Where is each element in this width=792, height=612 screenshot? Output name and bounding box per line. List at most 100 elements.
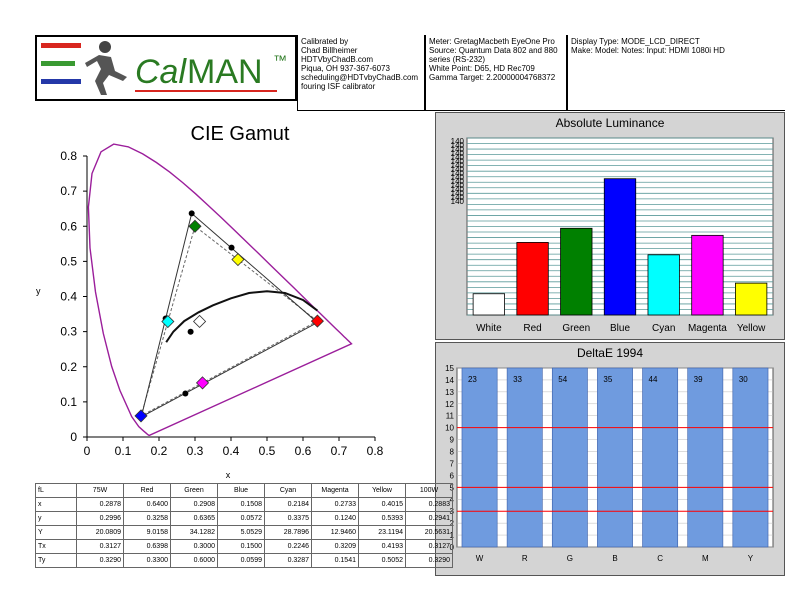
table-cell: 0.3290 (76, 553, 124, 568)
table-cell: 0.2246 (264, 539, 312, 554)
logo-text-cal: Cal (135, 53, 187, 91)
table-cell: y (35, 511, 77, 526)
table-cell: 0.4015 (358, 497, 406, 512)
table-header-cell: 100W (405, 483, 453, 498)
cie-y-tick-label: 0.6 (60, 219, 77, 233)
luminance-y-tick-label: 140 (451, 141, 465, 150)
meter-info: Meter: GretagMacbeth EyeOne Pro Source: … (425, 35, 567, 110)
measurement-table: fL 75W Red Green Blue Cyan Magenta Yellow 100W x 0… (35, 483, 453, 568)
logo-blue-bar (41, 79, 81, 84)
cie-x-tick-label: 0.7 (331, 444, 348, 458)
table-cell: 0.6365 (170, 511, 218, 526)
table-cell: 0.2184 (264, 497, 312, 512)
table-cell: 0.3300 (123, 553, 171, 568)
table-cell: 0.1240 (311, 511, 359, 526)
table-cell: 0.6400 (123, 497, 171, 512)
running-man-icon (85, 41, 127, 95)
logo-text-man: MAN (187, 53, 263, 91)
table-cell: 0.6398 (123, 539, 171, 554)
table-cell: 0.5393 (358, 511, 406, 526)
luminance-y-tick-label: 140 (451, 173, 465, 182)
logo-tm: ™ (273, 52, 287, 68)
table-cell: 12.9460 (311, 525, 359, 540)
table-cell: 0.2908 (170, 497, 218, 512)
deltae-y-tick-label: 10 (445, 424, 454, 433)
deltae-y-tick-label: 6 (450, 471, 455, 480)
cie-x-tick-label: 0.2 (151, 444, 168, 458)
cie-y-tick-label: 0.1 (60, 395, 77, 409)
table-cell: 5.0529 (217, 525, 265, 540)
table-cell: 20.0809 (76, 525, 124, 540)
luminance-y-tick-label: 140 (451, 137, 465, 146)
table-cell: 0.3000 (170, 539, 218, 554)
table-cell: 0.2883 (405, 497, 453, 512)
deltae-y-tick-label: 14 (445, 376, 454, 385)
luminance-bar-yellow (735, 282, 768, 316)
cie-y-tick-label: 0.2 (60, 360, 77, 374)
cie-y-label: y (36, 286, 41, 296)
table-cell: 0.3127 (76, 539, 124, 554)
luminance-y-tick-label: 140 (451, 157, 465, 166)
luminance-x-tick-label: Blue (610, 323, 630, 334)
luminance-x-tick-label: Magenta (688, 323, 727, 334)
table-cell: 0.1508 (217, 497, 265, 512)
luminance-y-tick-label: 140 (451, 161, 465, 170)
target-point-y (231, 252, 245, 267)
deltae-bar-g (551, 367, 588, 548)
absolute-luminance-chart: Absolute Luminance 140140140140140140140… (451, 116, 774, 334)
luminance-bar-white (472, 293, 505, 316)
deltae-x-tick-label: R (522, 554, 528, 563)
target-gamut-triangle (140, 225, 319, 417)
cie-title: CIE Gamut (191, 123, 290, 145)
deltae-bar-r (506, 367, 543, 548)
table-cell: Ty (35, 553, 77, 568)
luminance-bar-cyan (647, 254, 680, 316)
deltae-title: DeltaE 1994 (577, 346, 643, 360)
target-point-c (161, 314, 175, 329)
table-cell: Tx (35, 539, 77, 554)
luminance-bar-green (560, 227, 593, 316)
target-point-m (195, 376, 210, 390)
deltae-1994-chart: DeltaE 1994 012345678910111213141523W33R… (445, 346, 774, 563)
deltae-y-tick-label: 12 (445, 400, 454, 409)
cie-x-tick-label: 0.1 (115, 444, 132, 458)
calibrated-by-info: Calibrated by Chad Billheimer HDTVbyChad… (297, 35, 425, 110)
luminance-x-tick-label: Red (523, 323, 541, 334)
header-divider (297, 110, 785, 111)
measured-point-g (188, 210, 195, 217)
table-header-cell: Green (170, 483, 218, 498)
table-cell: 0.3209 (311, 539, 359, 554)
table-cell: 34.1282 (170, 525, 218, 540)
deltae-data-label: 33 (513, 375, 522, 384)
table-row: Tx 0.3127 0.6398 0.3000 0.1500 0.2246 0.3209 0.… (35, 539, 453, 554)
cie-y-tick-label: 0.3 (60, 325, 77, 339)
deltae-x-tick-label: G (567, 554, 573, 563)
table-header-cell: Yellow (358, 483, 406, 498)
table-header-cell: Cyan (264, 483, 312, 498)
table-cell: 0.6000 (170, 553, 218, 568)
table-cell: 9.0158 (123, 525, 171, 540)
table-cell: 0.5052 (358, 553, 406, 568)
table-cell: 0.3258 (123, 511, 171, 526)
table-cell: x (35, 497, 77, 512)
deltae-y-tick-label: 15 (445, 364, 454, 373)
logo-green-bar (41, 61, 75, 66)
table-cell: Y (35, 525, 77, 540)
deltae-bar-c (642, 367, 679, 548)
table-header-cell: Red (123, 483, 171, 498)
table-cell: 23.1194 (358, 525, 406, 540)
luminance-y-tick-label: 140 (451, 193, 465, 202)
deltae-y-tick-label: 8 (450, 448, 455, 457)
deltae-y-tick-label: 9 (450, 436, 455, 445)
deltae-y-tick-label: 11 (446, 412, 455, 421)
luminance-y-tick-label: 140 (451, 149, 465, 158)
table-cell: 0.0599 (217, 553, 265, 568)
cie-y-tick-label: 0.8 (60, 149, 77, 163)
luminance-x-tick-label: Yellow (737, 323, 766, 334)
table-header-cell: Magenta (311, 483, 359, 498)
cie-y-tick-label: 0.4 (60, 290, 77, 304)
deltae-x-tick-label: Y (748, 554, 754, 563)
deltae-bar-m (687, 367, 724, 548)
cie-y-tick-label: 0 (70, 430, 77, 444)
cie-x-tick-label: 0.3 (187, 444, 204, 458)
